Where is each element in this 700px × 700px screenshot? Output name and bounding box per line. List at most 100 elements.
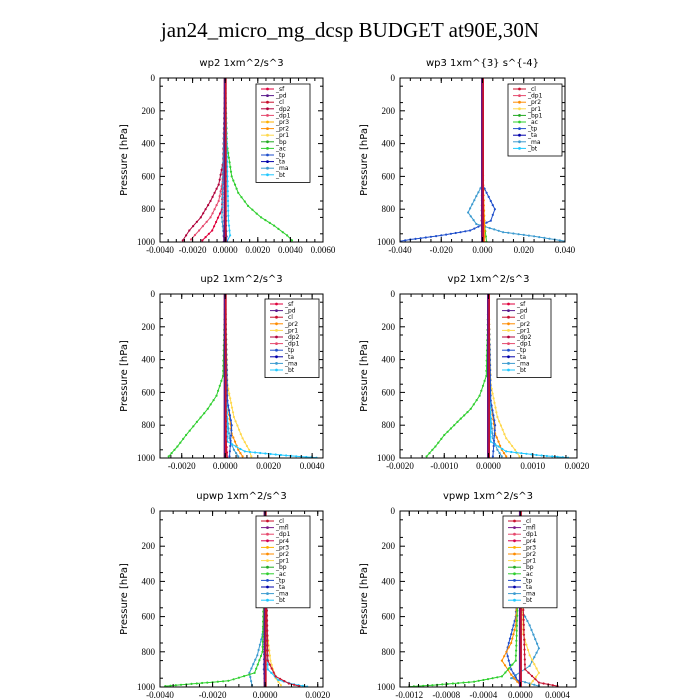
legend-box bbox=[264, 298, 320, 378]
series-point-sf bbox=[270, 667, 273, 670]
panel-title-wp3: wp3 1xm^{3} s^{-4} bbox=[426, 58, 539, 69]
series-point-ma bbox=[528, 664, 531, 668]
y-tick-label: 0 bbox=[391, 73, 396, 83]
legend-label: _ac bbox=[275, 571, 286, 578]
series-point-tp bbox=[228, 414, 232, 417]
legend-label: _ac bbox=[275, 145, 286, 152]
series-point-ma bbox=[535, 651, 538, 654]
series-point-tp bbox=[424, 236, 427, 239]
series-point-pr1 bbox=[498, 420, 501, 423]
series-point-ac bbox=[431, 448, 434, 451]
series-point-tp bbox=[435, 235, 438, 238]
series-point-pr2 bbox=[505, 650, 508, 653]
series-point-ac bbox=[290, 239, 294, 242]
series-point-pr1 bbox=[232, 415, 235, 419]
y-tick-label: 800 bbox=[142, 420, 156, 430]
x-tick-label: -0.0040 bbox=[146, 245, 174, 255]
legend-label: _bt bbox=[522, 597, 533, 604]
legend-label: _ta bbox=[522, 584, 532, 591]
legend-marker bbox=[275, 322, 278, 326]
legend-label: _sf bbox=[275, 86, 285, 93]
legend-label: _cl bbox=[275, 518, 284, 525]
series-point-pr1 bbox=[493, 401, 496, 404]
series-point-ma bbox=[473, 199, 476, 202]
legend-label: _pr2 bbox=[527, 99, 541, 106]
series-point-ac bbox=[229, 165, 232, 169]
series-point-sf bbox=[266, 629, 269, 632]
legend-label: _pd bbox=[284, 308, 296, 315]
series-point-pr1 bbox=[241, 437, 244, 440]
y-tick-label: 200 bbox=[382, 106, 396, 116]
series-point-tp bbox=[490, 404, 493, 407]
legend-label: _ta bbox=[275, 584, 285, 591]
series-point-ma bbox=[534, 638, 537, 641]
legend-label: _sf bbox=[284, 301, 294, 308]
series-point-tp bbox=[508, 637, 512, 640]
x-tick-label: -0.0004 bbox=[469, 690, 497, 700]
series-point-bt bbox=[227, 224, 231, 227]
series-point-pr1 bbox=[510, 444, 514, 448]
series-point-ma bbox=[507, 231, 510, 234]
series-point-bt bbox=[501, 447, 504, 451]
series-point-pr2 bbox=[511, 637, 514, 640]
series-point-bt bbox=[497, 445, 500, 448]
series-point-ac bbox=[185, 433, 188, 437]
series-group-vp2 bbox=[425, 294, 570, 458]
legend-marker bbox=[513, 579, 516, 582]
series-point-cl bbox=[522, 608, 525, 612]
series-point-ac bbox=[477, 679, 480, 682]
legend-label: _ta bbox=[275, 159, 285, 166]
series-point-ma bbox=[221, 211, 224, 214]
legend-marker bbox=[266, 127, 269, 130]
series-point-ac bbox=[261, 625, 265, 628]
series-group-wp3 bbox=[400, 78, 565, 242]
series-point-ac bbox=[507, 667, 510, 670]
series-point-ma bbox=[232, 448, 235, 451]
series-point-ac bbox=[441, 683, 444, 686]
series-point-ac bbox=[203, 412, 206, 415]
legend-marker bbox=[266, 592, 269, 595]
series-point-ma bbox=[221, 171, 225, 174]
series-point-ac bbox=[237, 676, 240, 679]
legend-label: _pr2 bbox=[275, 551, 289, 558]
legend-marker bbox=[266, 585, 269, 589]
series-point-ac bbox=[472, 403, 475, 406]
series-point-dp2 bbox=[181, 239, 184, 242]
series-point-ac bbox=[209, 403, 212, 406]
legend-label: _cl bbox=[527, 86, 536, 93]
series-point-ac bbox=[467, 681, 470, 684]
series-point-tp bbox=[508, 663, 512, 667]
legend-label: _ma bbox=[516, 360, 530, 367]
series-point-tp bbox=[485, 191, 488, 194]
series-point-tp bbox=[449, 232, 452, 235]
legend-label: _tp bbox=[284, 347, 294, 354]
series-point-ma bbox=[532, 633, 535, 636]
series-point-tp bbox=[464, 230, 467, 233]
series-point-tp bbox=[485, 221, 488, 224]
legend-label: _pr4 bbox=[522, 538, 536, 545]
series-point-ac bbox=[256, 663, 259, 666]
series-point-ac bbox=[261, 645, 264, 648]
legend-marker bbox=[507, 309, 510, 312]
x-tick-label: 0.0040 bbox=[278, 245, 303, 255]
series-point-pr2 bbox=[516, 680, 519, 683]
series-point-tp bbox=[228, 409, 231, 412]
legend-marker bbox=[513, 546, 516, 549]
series-point-ac bbox=[485, 374, 488, 378]
series-point-tp bbox=[489, 219, 492, 222]
legend-marker bbox=[275, 329, 278, 332]
series-point-tp bbox=[507, 659, 510, 662]
series-point-ma bbox=[221, 196, 224, 199]
series-point-bt bbox=[285, 454, 288, 457]
x-tick-label: 0.0000 bbox=[508, 690, 533, 700]
series-point-ac bbox=[255, 667, 258, 670]
x-tick-label: 0.0020 bbox=[256, 461, 281, 471]
legend-box bbox=[502, 515, 558, 609]
series-point-sf bbox=[216, 216, 220, 219]
series-point-ac bbox=[201, 681, 204, 685]
series-point-ac bbox=[240, 196, 243, 199]
series-point-tp bbox=[440, 234, 443, 237]
series-point-tp bbox=[491, 204, 494, 207]
series-point-bt bbox=[227, 219, 230, 222]
series-point-ac bbox=[221, 374, 225, 378]
